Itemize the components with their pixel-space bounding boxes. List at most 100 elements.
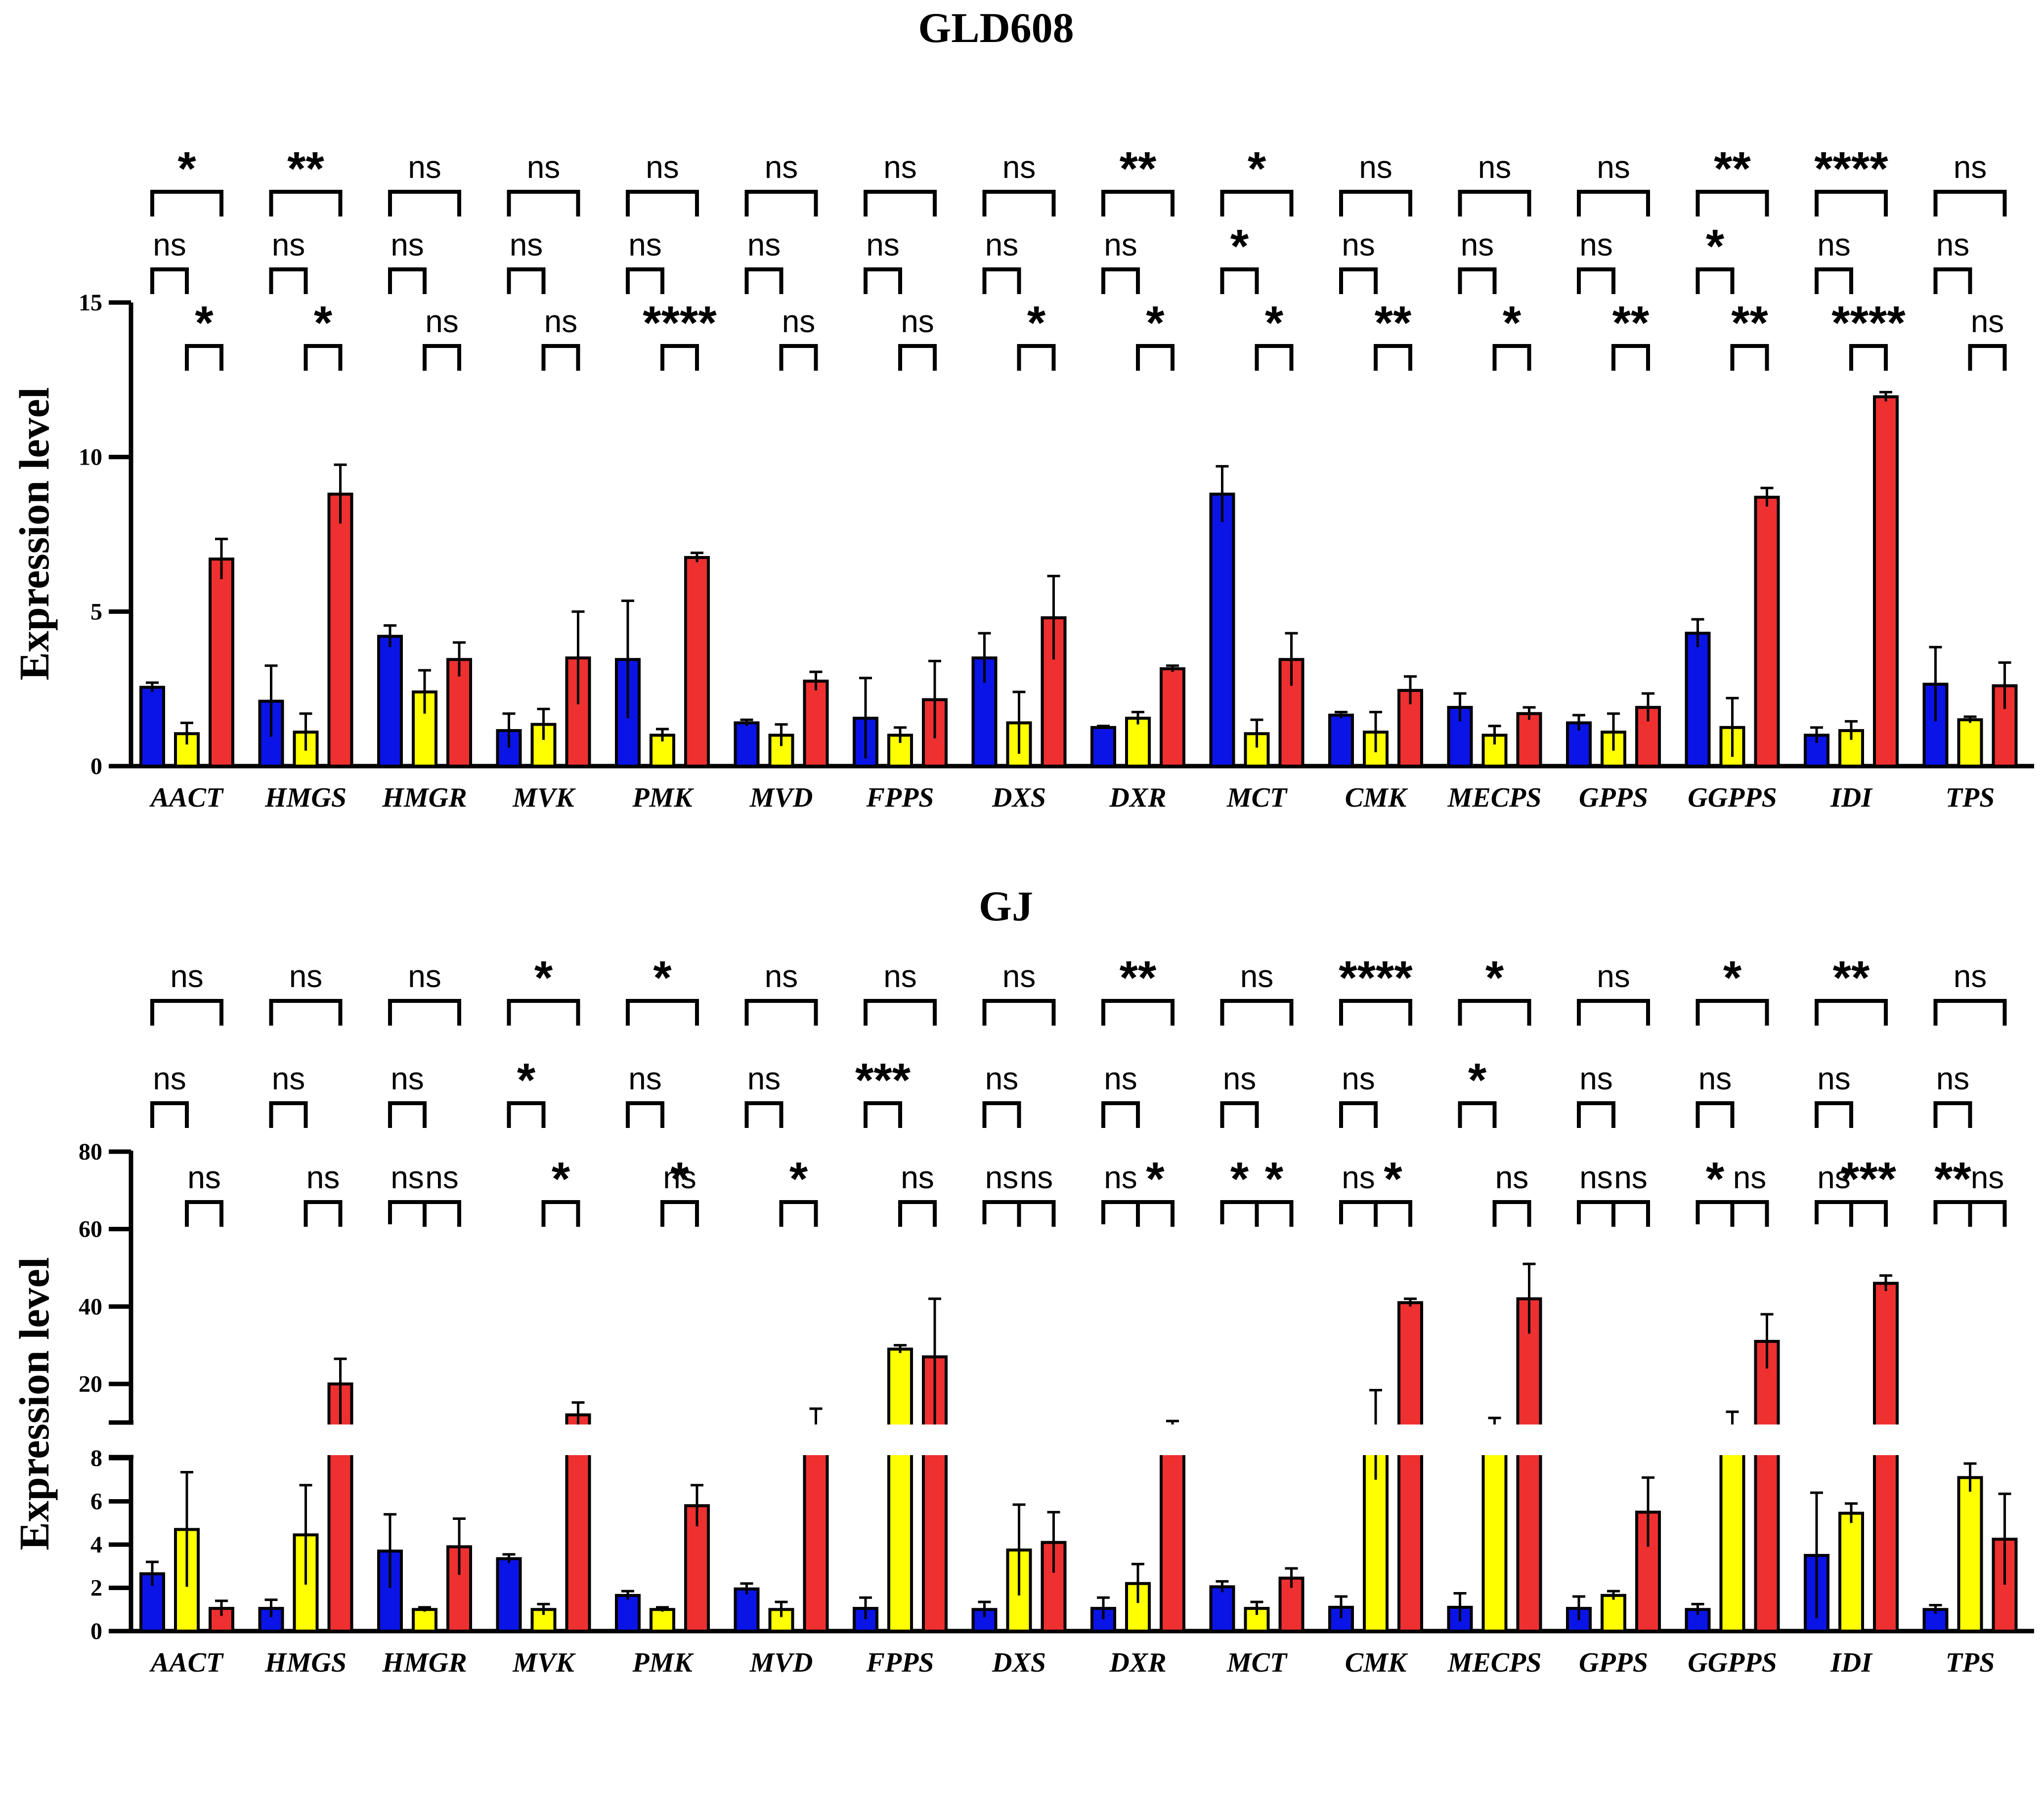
sig-bracket-blue-yellow-CMK: [1339, 1101, 1378, 1128]
sig-label-blue-yellow-MECPS: *: [1468, 1054, 1487, 1107]
sig-bracket-yellow-red-FPPS: [898, 1200, 937, 1227]
sig-label-yellow-red-HMGR: ns: [425, 1160, 459, 1195]
sig-bracket-yellow-red-GGPPS: [1730, 1200, 1769, 1227]
sig-label-blue-red-MVD: ns: [765, 958, 798, 994]
sig-bracket-yellow-red-MVD: [779, 344, 818, 371]
bar-yellow-MVD: [768, 1608, 794, 1633]
sig-label-yellow-red-DXS: *: [1027, 297, 1046, 349]
sig-label-yellow-red-MVK: ns: [544, 303, 578, 339]
sig-bracket-blue-red-CMK: [1339, 999, 1412, 1026]
sig-label-low-yellow-red-MECPS: ns: [1495, 1160, 1529, 1195]
sig-bracket-low-blue-yellow-DXR: [1101, 1200, 1140, 1224]
sig-bracket-blue-yellow-HMGS: [269, 1101, 308, 1128]
sig-bracket-blue-red-HMGS: [269, 999, 343, 1026]
sig-bracket-low-blue-yellow-DXS: [982, 1200, 1021, 1224]
sig-bracket-blue-yellow-MECPS: [1458, 1101, 1497, 1128]
sig-bracket-blue-red-HMGR: [388, 190, 461, 216]
sig-label-yellow-red-HMGS: *: [314, 297, 333, 349]
sig-bracket-yellow-red-HMGR: [423, 1200, 461, 1227]
sig-bracket-blue-yellow-GPPS: [1577, 1101, 1615, 1128]
sig-bracket-blue-yellow-DXS: [982, 267, 1021, 294]
sig-bracket-yellow-red-MVK: [541, 344, 580, 371]
sig-label-yellow-red-FPPS: ns: [901, 1160, 934, 1195]
sig-label-blue-red-IDI: **: [1833, 951, 1870, 1004]
sig-label-low-blue-yellow-DXS: ns: [985, 1160, 1019, 1195]
sig-bracket-yellow-red-FPPS: [898, 344, 937, 371]
x-tick-label-CMK: CMK: [1345, 1647, 1408, 1678]
sig-bracket-blue-yellow-MVK: [507, 1101, 546, 1128]
sig-bracket-blue-red-HMGR: [388, 999, 461, 1026]
sig-label-blue-red-DXR: **: [1120, 142, 1157, 195]
sig-label-low-blue-yellow-IDI: ns: [1817, 1160, 1851, 1195]
y-tick-label: 4: [90, 1532, 102, 1558]
sig-label-blue-yellow-FPPS: ***: [855, 1054, 911, 1107]
sig-label-blue-red-MECPS: ns: [1478, 149, 1512, 185]
sig-label-yellow-red-GGPPS: ns: [1733, 1160, 1767, 1195]
sig-bracket-yellow-red-AACT: [185, 344, 223, 371]
sig-label-blue-red-GPPS: ns: [1597, 958, 1630, 994]
sig-label-blue-red-CMK: ****: [1339, 951, 1413, 1004]
sig-label-blue-red-MVD: ns: [765, 149, 798, 185]
sig-label-blue-red-PMK: *: [653, 951, 672, 1004]
sig-bracket-yellow-red-MECPS: [1492, 344, 1531, 371]
sig-bracket-blue-yellow-DXR: [1101, 1101, 1140, 1128]
sig-bracket-low-blue-yellow-GGPPS: [1696, 1200, 1735, 1224]
bar-yellow-HMGS: [293, 1533, 319, 1633]
sig-bracket-blue-red-MVD: [744, 190, 818, 216]
x-tick-label-HMGR: HMGR: [382, 1647, 467, 1678]
sig-bracket-blue-red-TPS: [1933, 190, 2007, 216]
sig-bracket-yellow-red-IDI: [1849, 1200, 1888, 1227]
sig-label-low-yellow-red-AACT: ns: [187, 1160, 221, 1195]
sig-label-blue-yellow-CMK: ns: [1342, 1061, 1375, 1096]
sig-label-blue-red-PMK: ns: [646, 149, 679, 185]
x-tick-label-DXR: DXR: [1109, 782, 1166, 813]
sig-label-low-blue-yellow-GGPPS: *: [1706, 1153, 1725, 1206]
sig-bracket-blue-yellow-MVK: [507, 267, 546, 294]
sig-label-low-blue-yellow-TPS: **: [1934, 1153, 1971, 1206]
bar-blue-AACT: [139, 686, 165, 768]
sig-bracket-blue-yellow-HMGR: [388, 1101, 427, 1128]
sig-bracket-low-yellow-red-PMK: [660, 1200, 699, 1224]
sig-bracket-yellow-red-MVD: [779, 1200, 818, 1227]
sig-bracket-low-blue-yellow-TPS: [1933, 1200, 1972, 1224]
sig-label-blue-red-MCT: *: [1248, 142, 1266, 195]
sig-bracket-blue-red-MCT: [1220, 190, 1294, 216]
sig-bracket-blue-yellow-IDI: [1815, 1101, 1853, 1128]
bar-blue-DXR: [1090, 726, 1116, 768]
sig-bracket-low-yellow-red-GPPS: [1611, 1200, 1650, 1224]
y-axis-title-gj: Expression level: [10, 1257, 58, 1550]
sig-label-yellow-red-AACT: ns: [187, 1160, 221, 1195]
bar-red-IDI: [1873, 395, 1899, 768]
sig-bracket-blue-red-FPPS: [864, 999, 937, 1026]
bar-blue-MCT: [1209, 1585, 1235, 1633]
x-tick-label-HMGS: HMGS: [264, 1647, 347, 1678]
bar-yellow-FPPS: [887, 1347, 913, 1633]
bar-yellow-MECPS: [1481, 1432, 1508, 1633]
y-tick-label: 60: [79, 1216, 102, 1243]
sig-bracket-blue-red-GPPS: [1577, 999, 1650, 1026]
y-tick-label: 0: [90, 753, 102, 779]
sig-bracket-blue-yellow-MCT: [1220, 1101, 1259, 1128]
y-axis-title-gld608: Expression level: [10, 387, 58, 680]
panel-title-gld608: GLD608: [918, 4, 1074, 51]
sig-bracket-blue-red-MVD: [744, 999, 818, 1026]
sig-bracket-yellow-red-AACT: [185, 1200, 223, 1227]
sig-bracket-low-blue-yellow-HMGR: [388, 1200, 427, 1224]
sig-bracket-blue-yellow-MCT: [1220, 267, 1259, 294]
x-tick-label-MCT: MCT: [1226, 1647, 1288, 1678]
sig-bracket-yellow-red-IDI: [1849, 344, 1888, 371]
x-tick-label-GGPPS: GGPPS: [1688, 1647, 1777, 1678]
bar-blue-HMGR: [377, 635, 403, 768]
sig-label-yellow-red-GPPS: **: [1612, 297, 1650, 349]
bar-red-MVD: [803, 680, 829, 768]
bar-blue-MVD: [734, 721, 760, 768]
sig-bracket-blue-red-AACT: [150, 999, 223, 1026]
sig-label-yellow-red-MVD: *: [789, 1153, 808, 1206]
sig-bracket-blue-yellow-MVD: [744, 267, 783, 294]
sig-label-blue-red-DXR: **: [1120, 951, 1157, 1004]
sig-bracket-blue-yellow-GPPS: [1577, 267, 1615, 294]
sig-bracket-blue-red-DXR: [1101, 999, 1174, 1026]
bar-red-MECPS: [1516, 712, 1542, 768]
x-tick-label-MECPS: MECPS: [1447, 782, 1542, 813]
sig-bracket-blue-red-GGPPS: [1696, 190, 1769, 216]
